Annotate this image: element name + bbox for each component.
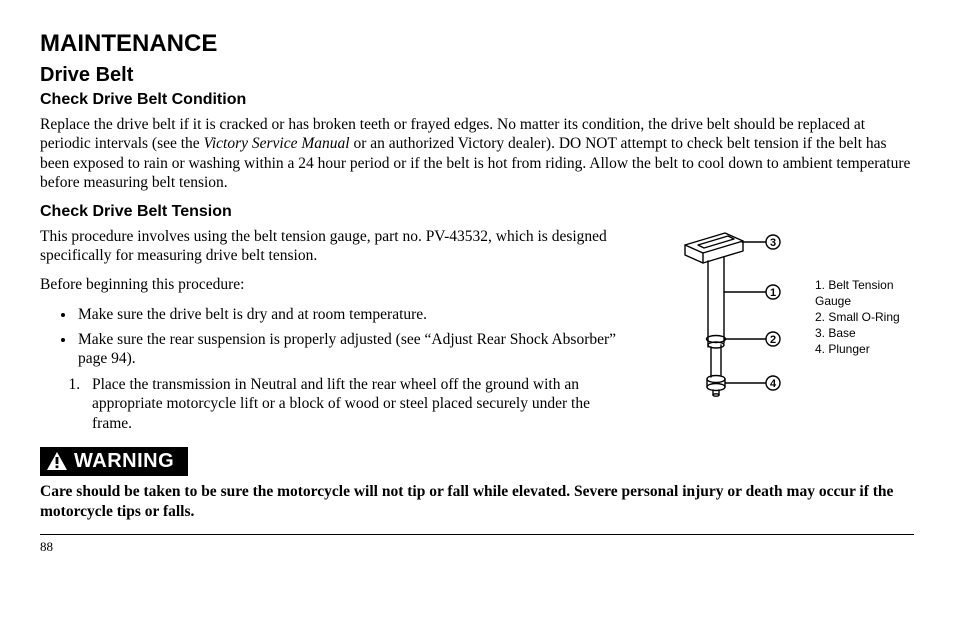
subheading-tension: Check Drive Belt Tension bbox=[40, 203, 914, 221]
callout-1: 1 bbox=[770, 287, 776, 299]
subheading-condition: Check Drive Belt Condition bbox=[40, 91, 914, 109]
content-row: This procedure involves using the belt t… bbox=[40, 227, 914, 433]
legend-item: 3. Base bbox=[815, 325, 914, 341]
paragraph-tension-intro: This procedure involves using the belt t… bbox=[40, 227, 630, 266]
warning-text: Care should be taken to be sure the moto… bbox=[40, 482, 914, 522]
text-italic: Victory Service Manual bbox=[204, 135, 350, 152]
callout-2: 2 bbox=[770, 334, 776, 346]
legend-item: 2. Small O-Ring bbox=[815, 309, 914, 325]
bullet-list: Make sure the drive belt is dry and at r… bbox=[40, 305, 630, 369]
left-column: This procedure involves using the belt t… bbox=[40, 227, 630, 433]
warning-banner: WARNING bbox=[40, 447, 188, 476]
paragraph-condition: Replace the drive belt if it is cracked … bbox=[40, 115, 914, 193]
numbered-steps: Place the transmission in Neutral and li… bbox=[40, 375, 630, 433]
callout-3: 3 bbox=[770, 237, 776, 249]
list-item: Place the transmission in Neutral and li… bbox=[84, 375, 630, 433]
paragraph-before-begin: Before beginning this procedure: bbox=[40, 275, 630, 294]
diagram-legend: 1. Belt Tension Gauge 2. Small O-Ring 3.… bbox=[815, 277, 914, 358]
warning-icon bbox=[46, 451, 68, 471]
section-heading-drive-belt: Drive Belt bbox=[40, 64, 914, 87]
list-item: Make sure the rear suspension is properl… bbox=[76, 330, 630, 369]
legend-item: 1. Belt Tension Gauge bbox=[815, 277, 914, 309]
legend-item: 4. Plunger bbox=[815, 341, 914, 357]
page-number: 88 bbox=[40, 539, 53, 554]
gauge-illustration: 3 1 2 4 bbox=[650, 227, 810, 417]
callout-4: 4 bbox=[770, 378, 777, 390]
page-footer: 88 bbox=[40, 534, 914, 555]
page-title: MAINTENANCE bbox=[40, 30, 914, 58]
diagram-belt-gauge: 3 1 2 4 1. Belt Tension Gauge 2. Small O… bbox=[650, 227, 914, 417]
list-item: Make sure the drive belt is dry and at r… bbox=[76, 305, 630, 324]
right-column: 3 1 2 4 1. Belt Tension Gauge 2. Small O… bbox=[650, 227, 914, 433]
warning-label: WARNING bbox=[74, 450, 174, 473]
